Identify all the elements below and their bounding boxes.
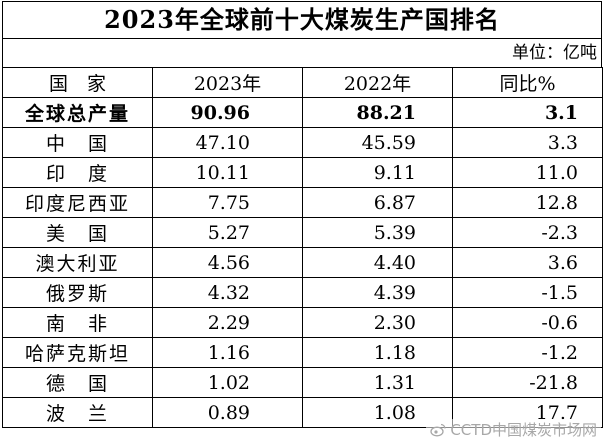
header-row: 国 家 2023年 2022年 同比% <box>2 67 603 98</box>
value-2022-cell: 88.21 <box>302 97 453 128</box>
value-2022-cell: 1.18 <box>302 337 453 368</box>
value-2023-cell: 7.75 <box>152 187 303 218</box>
table-row: 哈萨克斯坦 1.16 1.18 -1.2 <box>2 337 603 368</box>
value-2022-cell: 9.11 <box>302 157 453 188</box>
yoy-cell: -1.2 <box>452 337 603 368</box>
country-cell: 俄罗斯 <box>2 277 153 308</box>
header-country: 国 家 <box>2 67 153 98</box>
watermark: CCTD中国煤炭市场网 <box>426 419 601 440</box>
value-2022-cell: 1.31 <box>302 367 453 398</box>
country-cell: 全球总产量 <box>2 97 153 128</box>
table-row: 澳大利亚 4.56 4.40 3.6 <box>2 247 603 278</box>
coal-ranking-sheet: 2023年全球前十大煤炭生产国排名 单位：亿吨 国 家 2023年 2022年 … <box>2 1 603 428</box>
yoy-cell: 3.3 <box>452 127 603 158</box>
country-cell: 印度尼西亚 <box>2 187 153 218</box>
value-2023-cell: 4.32 <box>152 277 303 308</box>
country-cell: 德 国 <box>2 367 153 398</box>
value-2023-cell: 10.11 <box>152 157 303 188</box>
weibo-icon <box>430 423 446 436</box>
table-row: 美 国 5.27 5.39 -2.3 <box>2 217 603 248</box>
value-2023-cell: 47.10 <box>152 127 303 158</box>
value-2022-cell: 5.39 <box>302 217 453 248</box>
country-cell: 美 国 <box>2 217 153 248</box>
value-2023-cell: 2.29 <box>152 307 303 338</box>
header-2022: 2022年 <box>302 67 453 98</box>
yoy-cell: 11.0 <box>452 157 603 188</box>
header-yoy: 同比% <box>452 67 603 98</box>
watermark-text: CCTD中国煤炭市场网 <box>450 421 597 439</box>
yoy-cell: -0.6 <box>452 307 603 338</box>
country-cell: 波 兰 <box>2 397 153 428</box>
total-row: 全球总产量 90.96 88.21 3.1 <box>2 97 603 128</box>
value-2022-cell: 45.59 <box>302 127 453 158</box>
value-2023-cell: 1.16 <box>152 337 303 368</box>
country-cell: 南 非 <box>2 307 153 338</box>
table-row: 中 国 47.10 45.59 3.3 <box>2 127 603 158</box>
yoy-cell: -21.8 <box>452 367 603 398</box>
value-2023-cell: 4.56 <box>152 247 303 278</box>
yoy-cell: 3.1 <box>452 97 603 128</box>
coal-production-table: 国 家 2023年 2022年 同比% 全球总产量 90.96 88.21 3.1 中 … <box>2 67 603 428</box>
value-2022-cell: 4.39 <box>302 277 453 308</box>
table-row: 印 度 10.11 9.11 11.0 <box>2 157 603 188</box>
header-2023: 2023年 <box>152 67 303 98</box>
country-cell: 澳大利亚 <box>2 247 153 278</box>
unit-label: 单位：亿吨 <box>2 38 602 67</box>
country-cell: 印 度 <box>2 157 153 188</box>
value-2023-cell: 5.27 <box>152 217 303 248</box>
value-2022-cell: 4.40 <box>302 247 453 278</box>
value-2022-cell: 2.30 <box>302 307 453 338</box>
value-2022-cell: 6.87 <box>302 187 453 218</box>
table-row: 德 国 1.02 1.31 -21.8 <box>2 367 603 398</box>
table-row: 南 非 2.29 2.30 -0.6 <box>2 307 603 338</box>
country-cell: 哈萨克斯坦 <box>2 337 153 368</box>
table-row: 俄罗斯 4.32 4.39 -1.5 <box>2 277 603 308</box>
table-row: 印度尼西亚 7.75 6.87 12.8 <box>2 187 603 218</box>
value-2023-cell: 1.02 <box>152 367 303 398</box>
table-title: 2023年全球前十大煤炭生产国排名 <box>2 1 602 38</box>
yoy-cell: 12.8 <box>452 187 603 218</box>
yoy-cell: -2.3 <box>452 217 603 248</box>
table-row: 波 兰 0.89 1.08 17.7 <box>2 397 603 428</box>
value-2023-cell: 0.89 <box>152 397 303 428</box>
country-cell: 中 国 <box>2 127 153 158</box>
yoy-cell: -1.5 <box>452 277 603 308</box>
value-2023-cell: 90.96 <box>152 97 303 128</box>
table-body: 全球总产量 90.96 88.21 3.1 中 国 47.10 45.59 3.3 印 度 10.… <box>2 97 603 428</box>
yoy-cell: 3.6 <box>452 247 603 278</box>
